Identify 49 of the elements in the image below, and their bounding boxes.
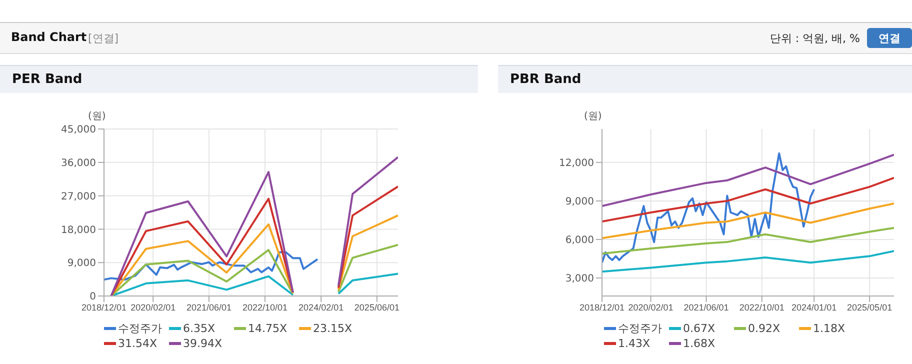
x-tick-label: 2020/02/01 — [130, 302, 176, 312]
text: 단위 : 억원, 배, % — [770, 31, 860, 46]
x-tick-label: 2024/02/01 — [298, 302, 344, 312]
x-tick-label: 2018/12/01 — [579, 302, 625, 312]
x-tick-label: 2022/10/01 — [739, 302, 784, 312]
x-tick-label: 2024/01/01 — [792, 302, 837, 312]
x-tick-label: 2020/02/01 — [628, 302, 674, 312]
y-tick-label: 6,000 — [565, 235, 594, 246]
line-series — [602, 152, 816, 264]
y-tick-label: 27,000 — [61, 191, 96, 202]
y-tick-label: 45,000 — [61, 124, 96, 136]
legend-label: 39.94X — [183, 337, 222, 350]
y-tick-label: 18,000 — [61, 224, 96, 236]
x-tick-label: 2021/06/01 — [186, 302, 232, 312]
legend-label: 1.68X — [683, 337, 716, 350]
legend-label: 31.54X — [118, 337, 158, 350]
y-axis-title: (원) — [584, 110, 602, 123]
legend-label: 14.75X — [248, 322, 288, 335]
y-tick-label: 9,000 — [565, 196, 594, 208]
y-tick-label: 12,000 — [559, 158, 594, 169]
y-axis-title: (원) — [88, 110, 106, 123]
x-tick-label: 2025/05/01 — [847, 302, 892, 312]
button: 연결 — [867, 28, 912, 48]
line-series — [602, 250, 894, 273]
x-tick-label: 2025/06/01 — [354, 302, 400, 312]
y-tick-label: 0 — [90, 292, 96, 303]
y-tick-label: 3,000 — [565, 274, 594, 285]
chart-title: PBR Band — [510, 72, 582, 87]
x-tick-label: 2018/12/01 — [81, 302, 127, 312]
y-tick-label: 36,000 — [61, 158, 96, 169]
legend-label: 0.67X — [683, 322, 716, 335]
y-tick-label: 9,000 — [67, 258, 96, 270]
x-tick-label: 2022/10/01 — [242, 302, 288, 312]
legend-label: 수정주가 — [118, 321, 162, 336]
line-series — [602, 202, 894, 240]
line-series — [104, 251, 319, 281]
line-series — [602, 154, 894, 208]
legend-label: 0.92X — [748, 322, 780, 335]
legend-label: 수정주가 — [618, 321, 662, 336]
line-series — [602, 176, 894, 222]
legend-label: 23.15X — [313, 322, 352, 335]
text: Band Chart — [11, 30, 87, 44]
legend-label: 1.18X — [813, 322, 846, 335]
legend-label: 6.35X — [183, 322, 216, 335]
legend-label: 1.43X — [618, 337, 650, 350]
line-series — [602, 226, 894, 255]
text: [연결] — [88, 31, 119, 46]
x-tick-label: 2021/06/01 — [684, 302, 729, 312]
chart-title: PER Band — [12, 72, 82, 87]
